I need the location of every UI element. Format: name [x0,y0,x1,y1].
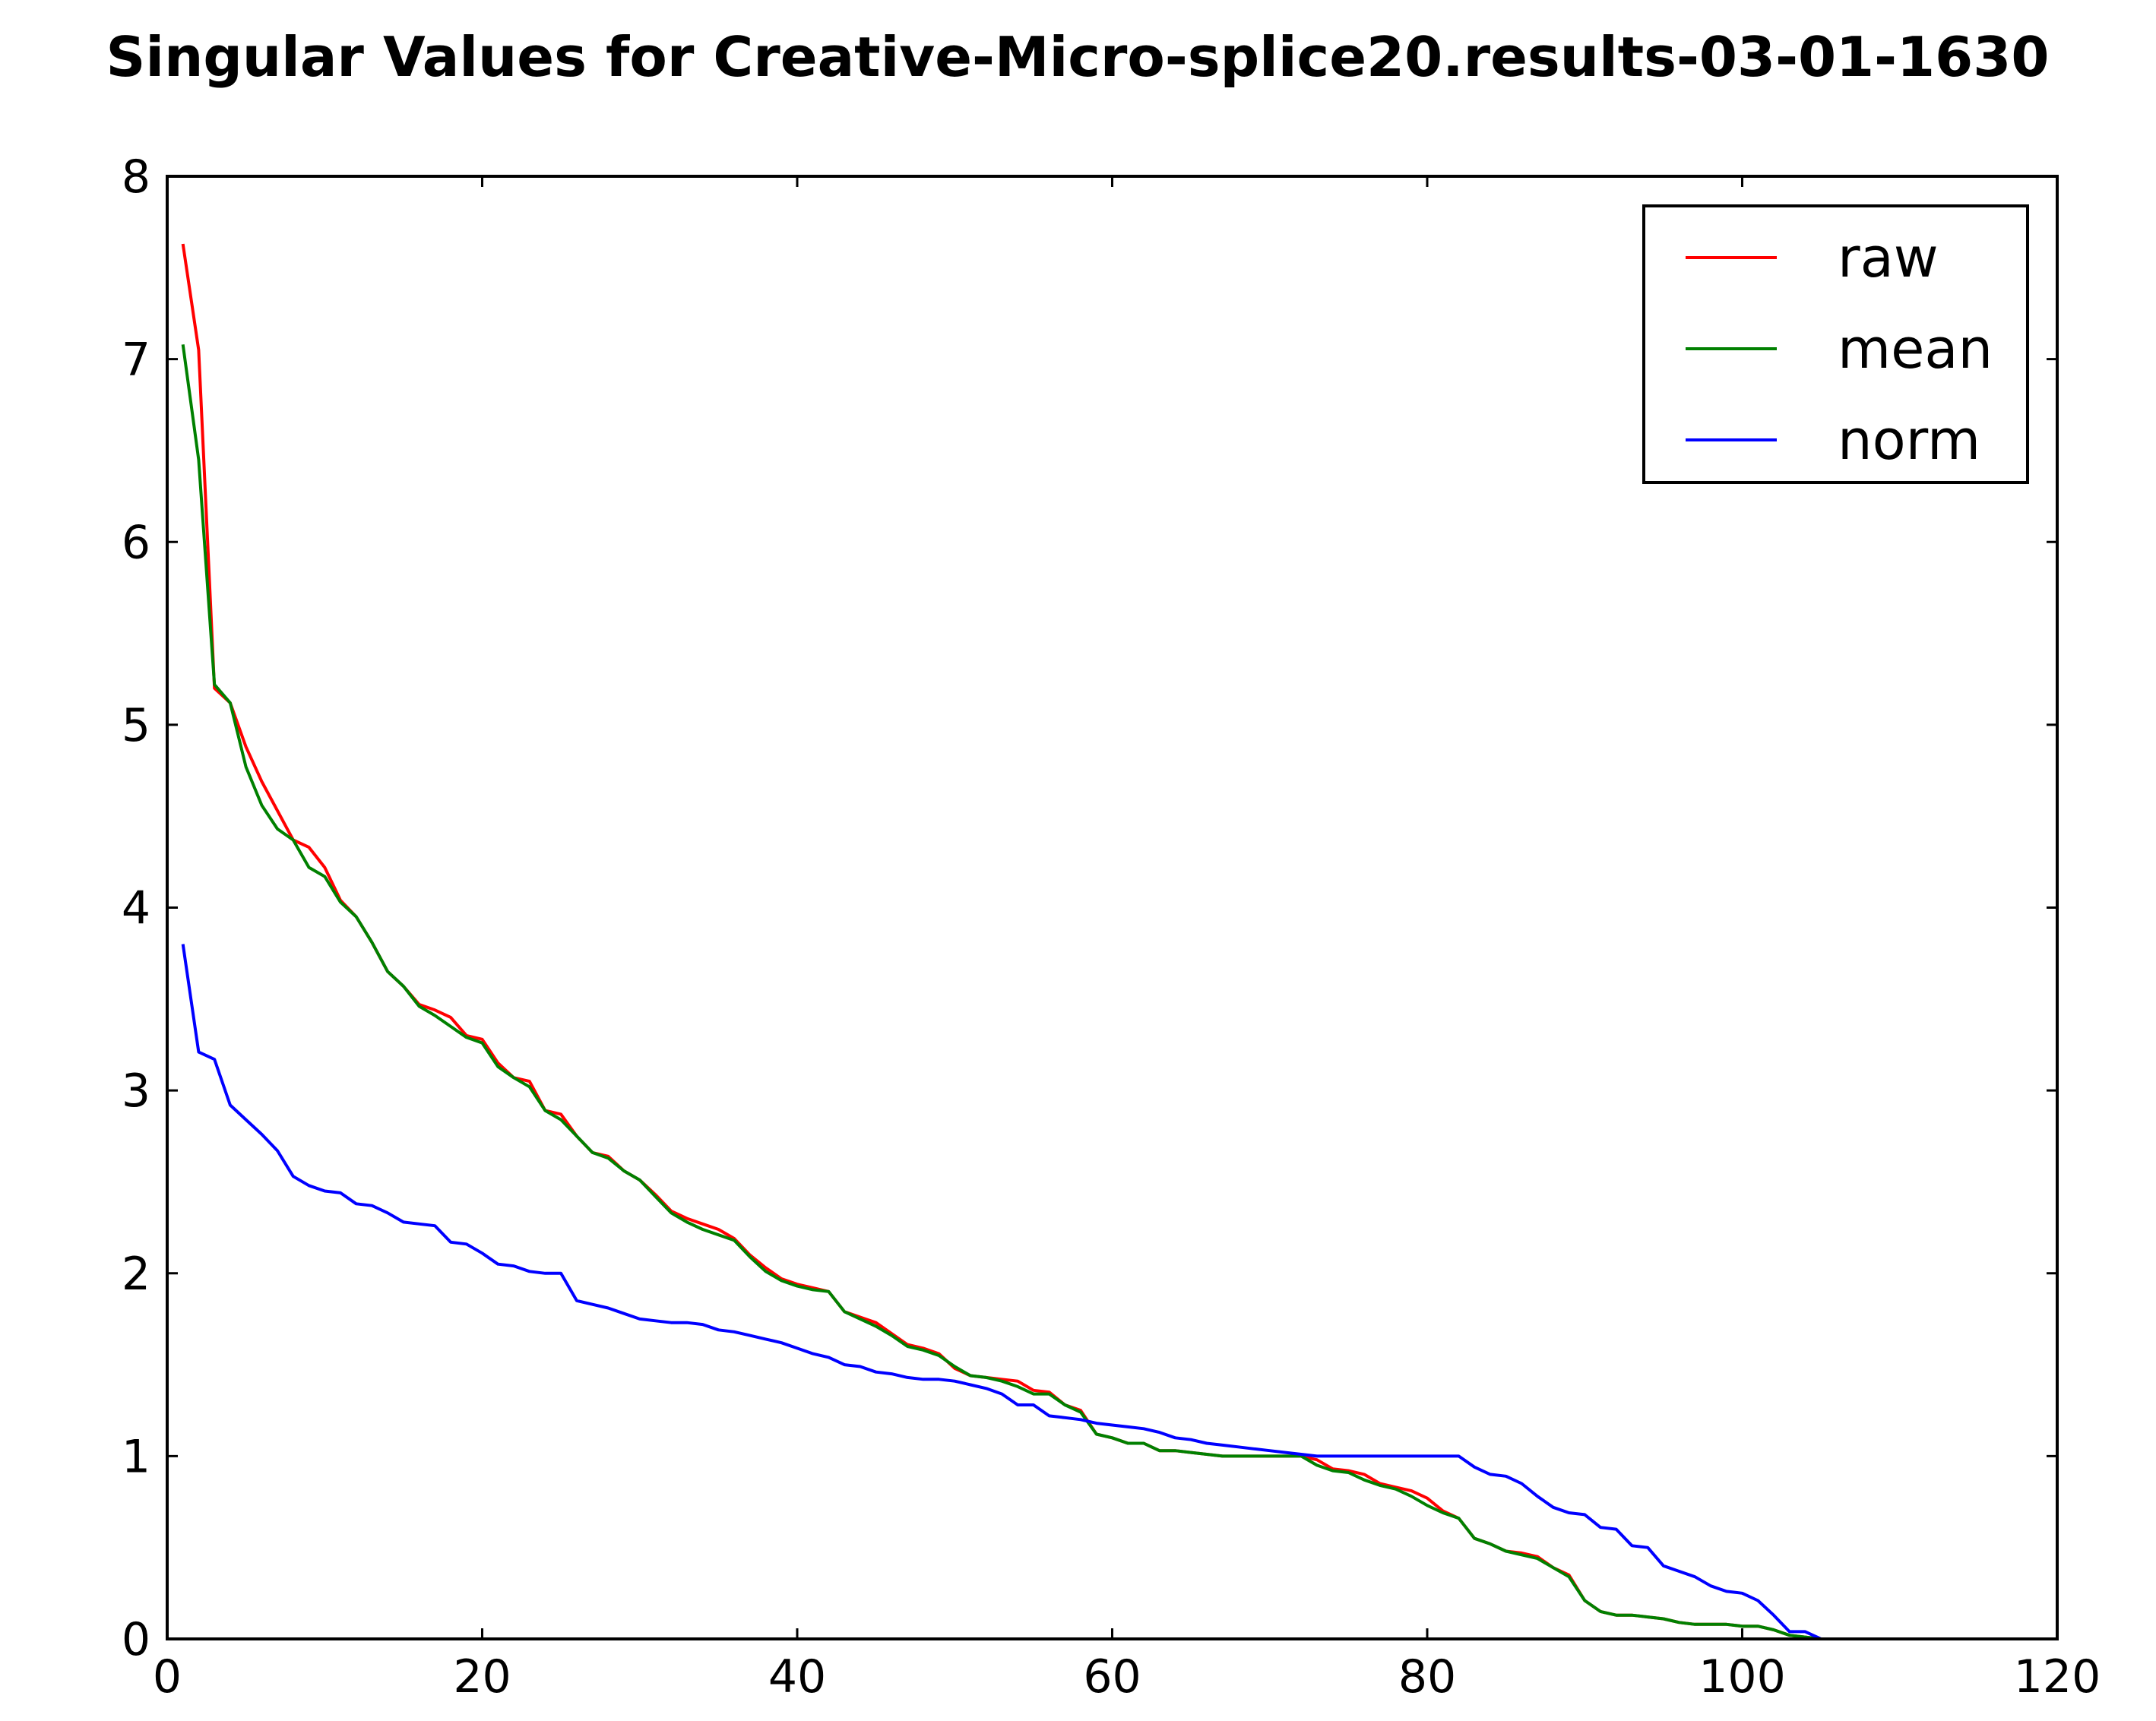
ticks-layer: 0 20 40 60 80 100 120 0 1 2 3 4 5 6 7 8 [122,150,2101,1704]
y-tick-label: 0 [122,1613,150,1666]
legend-label-raw: raw [1838,226,1939,289]
x-tick-label: 80 [1398,1650,1456,1704]
legend-label-mean: mean [1838,317,1993,381]
x-tick-label: 120 [2014,1650,2101,1704]
y-tick-label: 2 [122,1248,150,1301]
series-line-norm [181,944,1822,1640]
y-tick-label: 6 [122,516,150,569]
legend-label-norm: norm [1838,408,1980,472]
plot-frame [166,175,2059,1640]
y-tick-label: 4 [122,882,150,935]
y-tick-label: 8 [122,150,150,204]
y-tick-label: 7 [122,334,150,387]
x-tick-label: 100 [1699,1650,1786,1704]
legend-box [1642,204,2029,484]
chart-title: Singular Values for Creative-Micro-splic… [106,25,2050,89]
x-tick-label: 40 [768,1650,826,1704]
x-tick-label: 60 [1083,1650,1141,1704]
x-tick-label: 0 [153,1650,182,1704]
y-tick-label: 3 [122,1065,150,1118]
y-tick-label: 1 [122,1430,150,1483]
x-tick-label: 20 [453,1650,511,1704]
series-line-mean [181,344,1822,1640]
legend: raw mean norm [1642,204,2029,484]
y-tick-label: 5 [122,699,150,752]
series-layer [181,243,1822,1640]
